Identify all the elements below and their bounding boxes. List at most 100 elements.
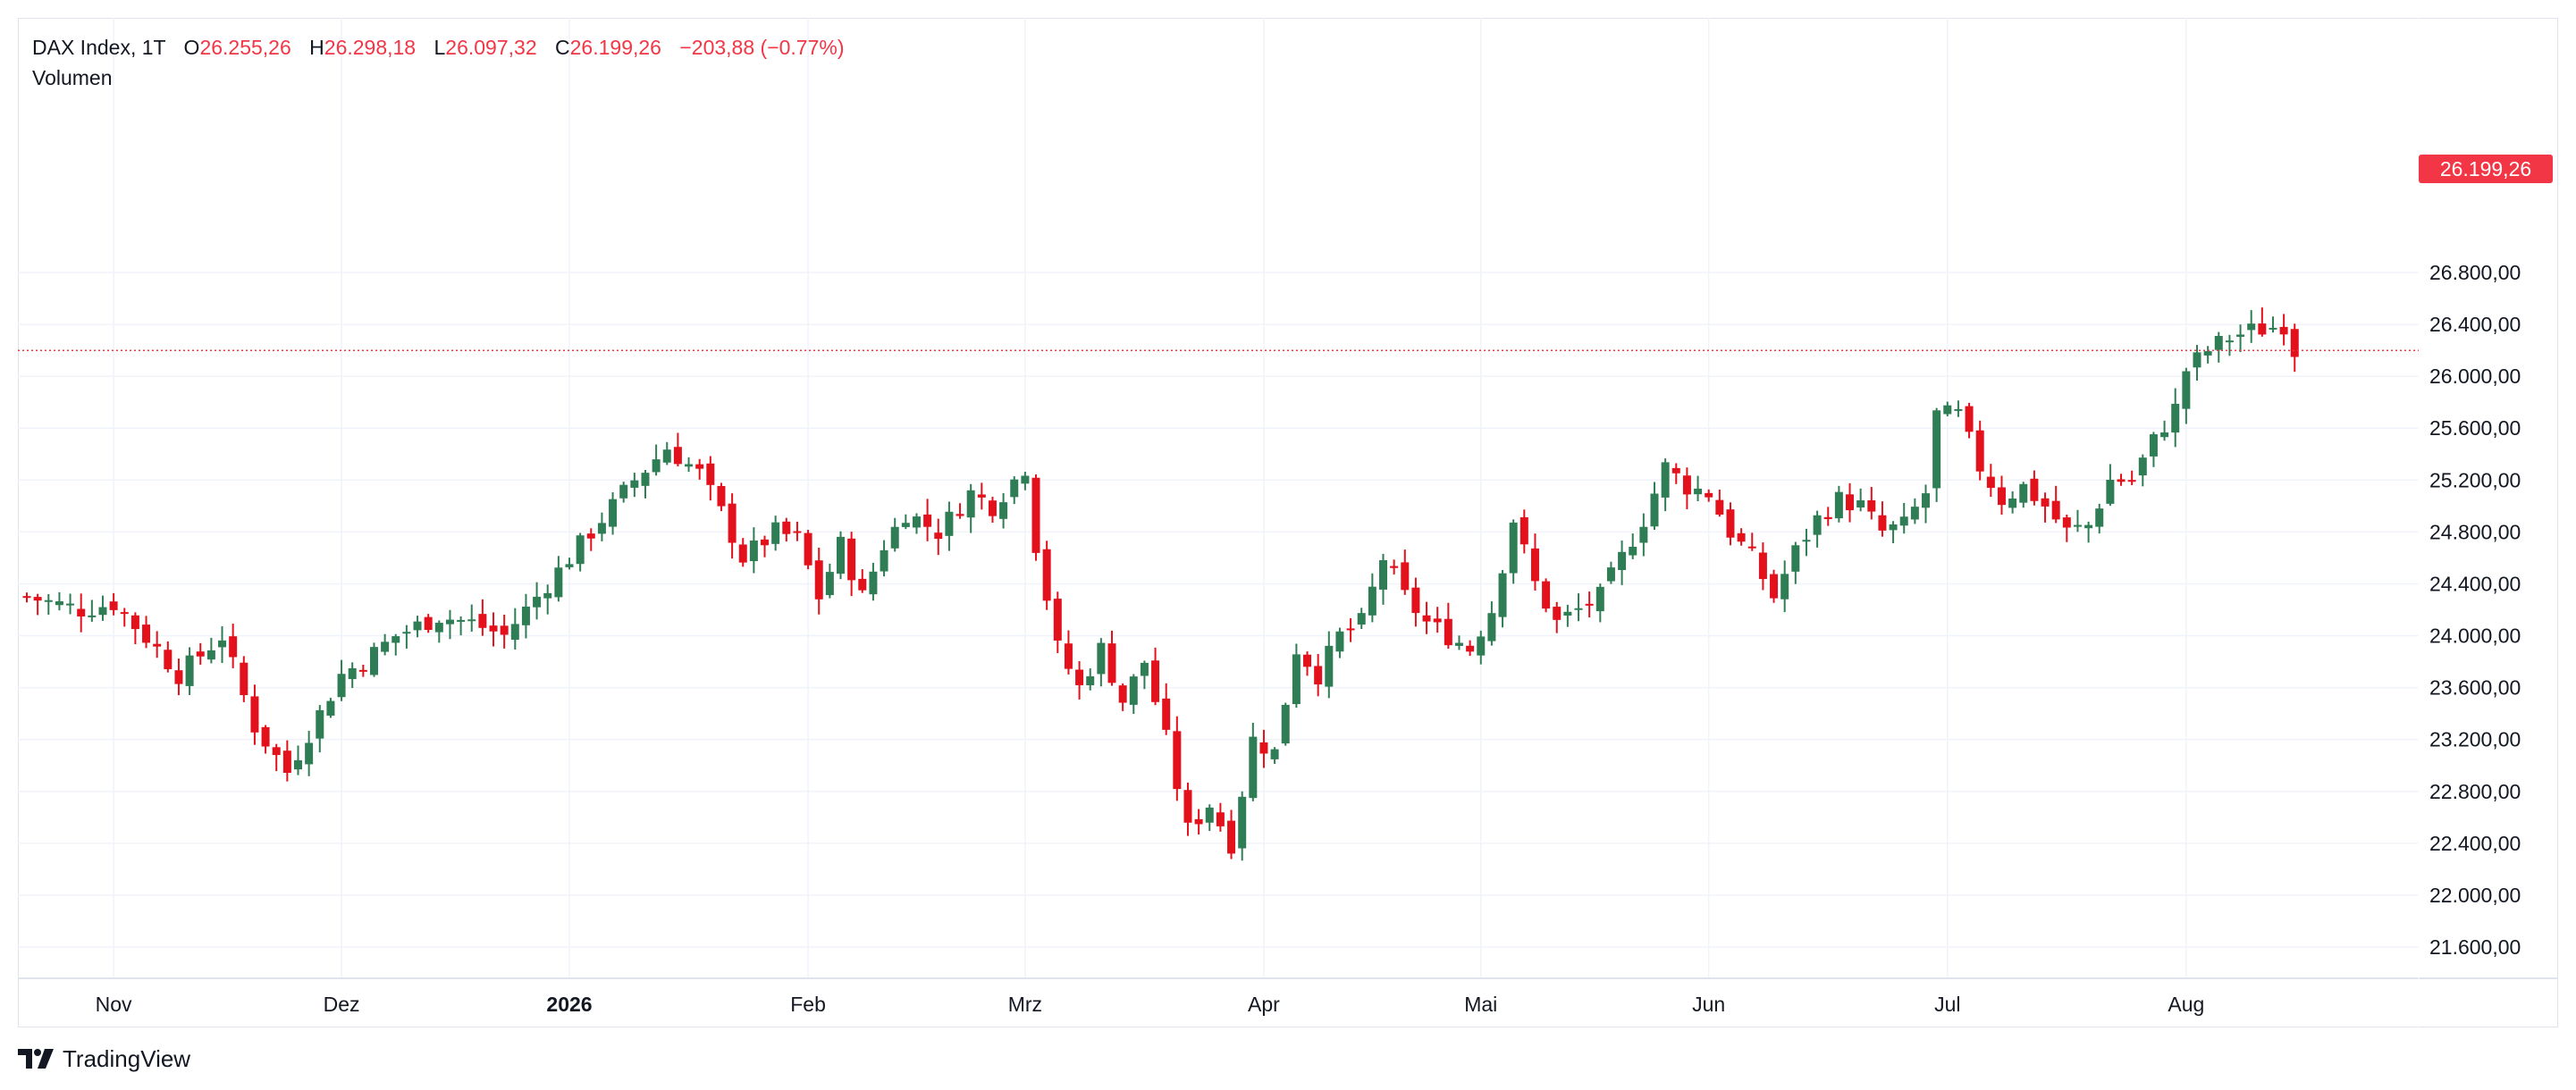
candle-body xyxy=(1737,532,1746,542)
candle-body xyxy=(597,523,606,534)
high-label: H xyxy=(309,36,324,59)
candle-body xyxy=(2041,498,2050,507)
candle-body xyxy=(1335,631,1344,652)
candle-body xyxy=(1553,607,1562,620)
candle-body xyxy=(2247,323,2256,331)
candle-body xyxy=(1498,573,1507,617)
candle-body xyxy=(326,700,335,716)
candle-body xyxy=(673,447,682,465)
candle-body xyxy=(1585,603,1594,606)
candle-body xyxy=(1780,574,1789,600)
candle-body xyxy=(2279,326,2288,335)
candle-body xyxy=(695,464,704,469)
candle-body xyxy=(1542,581,1551,609)
candle-body xyxy=(294,759,302,770)
candle-body xyxy=(619,484,628,499)
x-tick-label: Nov xyxy=(96,993,132,1016)
candle-body xyxy=(1357,613,1366,625)
candle-body xyxy=(2225,340,2234,343)
x-tick-label: Jul xyxy=(1934,993,1960,1016)
candle-body xyxy=(1922,493,1930,508)
candle-body xyxy=(1097,642,1106,675)
candle-body xyxy=(44,600,53,602)
candle-body xyxy=(1129,676,1138,705)
candle-body xyxy=(250,696,259,733)
candle-body xyxy=(869,571,878,595)
candle-body xyxy=(814,560,823,600)
candle-body xyxy=(847,538,856,581)
candle-body xyxy=(142,625,151,643)
candle-body xyxy=(185,655,194,686)
candle-body xyxy=(2290,329,2299,357)
candle-body xyxy=(2127,480,2136,482)
candle-body xyxy=(771,522,780,544)
brand-name: TradingView xyxy=(63,1044,191,1072)
candle-body xyxy=(2030,478,2039,501)
candle-body xyxy=(1618,551,1627,571)
x-tick-label: 2026 xyxy=(546,993,592,1016)
candle-body xyxy=(1747,546,1756,549)
candle-body xyxy=(749,540,758,562)
y-tick-label: 26.800,00 xyxy=(2429,261,2521,284)
candle-body xyxy=(2269,327,2277,330)
candle-body xyxy=(521,606,530,625)
candle-body xyxy=(738,544,747,563)
ohlc-legend: DAX Index, 1T O26.255,26 H26.298,18 L26.… xyxy=(32,32,845,93)
candle-body xyxy=(98,607,107,616)
candle-body xyxy=(1965,406,1974,432)
candle-body xyxy=(977,494,986,498)
candle-body xyxy=(206,650,215,660)
candle-body xyxy=(1694,488,1703,495)
candle-body xyxy=(1791,545,1800,572)
y-tick-label: 22.400,00 xyxy=(2429,832,2521,855)
candle-body xyxy=(174,670,183,684)
candle-body xyxy=(1140,662,1149,676)
candle-body xyxy=(1487,613,1496,641)
open-label: O xyxy=(183,36,200,59)
candle-body xyxy=(1932,410,1941,489)
candle-body xyxy=(1151,660,1160,702)
y-tick-label: 25.200,00 xyxy=(2429,468,2521,491)
candle-body xyxy=(1986,476,1995,489)
candle-body xyxy=(2160,432,2169,438)
candle-body xyxy=(2171,403,2180,433)
candle-body xyxy=(2138,457,2147,476)
y-tick-label: 26.000,00 xyxy=(2429,365,2521,388)
symbol-title[interactable]: DAX Index, 1T xyxy=(32,36,166,59)
candle-body xyxy=(348,667,357,680)
candle-body xyxy=(1238,796,1247,849)
candle-body xyxy=(576,535,585,565)
candle-body xyxy=(1726,509,1735,538)
candle-body xyxy=(2106,479,2115,504)
x-tick-label: Feb xyxy=(790,993,826,1016)
candle-body xyxy=(424,616,433,631)
candle-body xyxy=(2258,323,2267,335)
candle-body xyxy=(467,619,476,622)
candle-body xyxy=(196,651,205,657)
candle-body xyxy=(945,511,954,536)
candle-body xyxy=(66,603,75,606)
volume-label[interactable]: Volumen xyxy=(32,66,113,89)
candle-body xyxy=(1878,515,1887,531)
candle-body xyxy=(272,747,281,756)
tradingview-brand[interactable]: TradingView xyxy=(18,1044,190,1074)
candle-body xyxy=(2008,498,2017,508)
candle-body xyxy=(685,464,694,467)
candle-body xyxy=(630,480,639,488)
candle-body xyxy=(1477,636,1486,656)
candle-body xyxy=(1770,574,1779,599)
candle-body xyxy=(641,473,650,486)
candle-body xyxy=(1954,408,1963,411)
candle-body xyxy=(652,459,661,473)
candle-body xyxy=(1813,515,1822,535)
candle-body xyxy=(923,514,932,527)
candle-body xyxy=(2062,517,2071,528)
candle-body xyxy=(1053,599,1062,641)
candle-body xyxy=(1899,516,1908,526)
candle-body xyxy=(988,500,997,516)
candle-body xyxy=(1292,654,1301,705)
candle-body xyxy=(1075,669,1084,685)
candle-body xyxy=(912,516,921,528)
candle-body xyxy=(1509,522,1518,574)
